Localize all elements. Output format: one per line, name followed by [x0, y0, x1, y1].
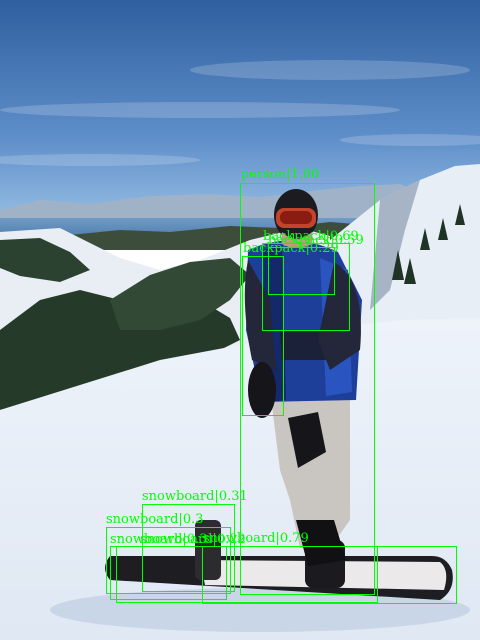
detection-label-person: person|1.00: [241, 167, 320, 182]
detection-box-backpack-overlap: [262, 243, 350, 331]
detection-box-snowboard-mid: [106, 527, 231, 594]
detection-label-backpack-upper: backpack|0.59: [268, 233, 364, 248]
detection-label-snowboard-top: snowboard|0.31: [142, 489, 248, 504]
mid-slope-forest: [110, 258, 250, 330]
right-trees: [392, 204, 465, 284]
detection-box-snowboard-right: [202, 546, 457, 604]
detection-box-backpack-upper: [268, 247, 335, 295]
snowboarder: [244, 189, 362, 566]
detection-label-snowboard-right: snowboard|0.79: [203, 531, 309, 546]
detection-label-snowboard-mid: snowboard|0.3: [106, 512, 204, 527]
detection-label-snowboard-low: snowboard|0.3: [110, 532, 208, 547]
detection-label-snowboard-center: snowboard|0.22: [140, 532, 246, 547]
detection-box-snowboard-top: [142, 504, 235, 592]
detection-box-person: [240, 183, 375, 595]
detection-label-backpack: backpack|0.29: [243, 241, 339, 256]
right-peak-shadow: [370, 180, 420, 310]
right-peak: [330, 164, 480, 330]
snowboard: [105, 520, 453, 600]
upper-forest: [0, 238, 90, 282]
clouds: [0, 60, 480, 166]
detection-label-backpack-overlap: backpack|0.69: [263, 229, 359, 244]
detection-box-backpack: [242, 256, 284, 416]
